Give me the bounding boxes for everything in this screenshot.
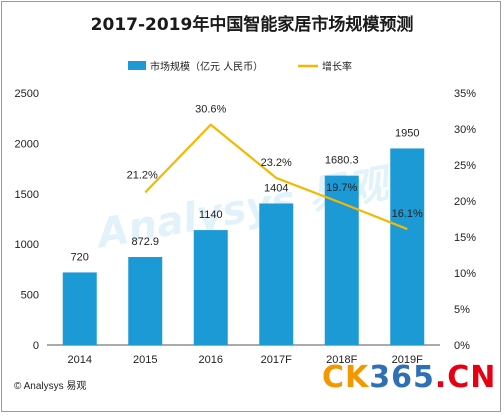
bar-value-label: 1140 <box>199 209 223 221</box>
watermark-part-1: CK <box>322 360 370 395</box>
right-axis-tick-label: 20% <box>454 196 476 208</box>
bar-value-label: 1404 <box>264 182 288 194</box>
right-axis-tick-label: 5% <box>454 304 470 316</box>
left-axis-tick-label: 500 <box>21 290 39 302</box>
left-axis-tick-label: 2000 <box>15 138 39 150</box>
watermark-part-3: .CN <box>434 360 497 395</box>
left-axis-tick-label: 0 <box>33 340 39 352</box>
right-axis-tick-label: 0% <box>454 340 470 352</box>
bar <box>193 230 228 345</box>
watermark-logo: CK365.CN <box>322 360 496 395</box>
right-axis-tick-label: 25% <box>454 160 476 172</box>
bar <box>128 257 163 345</box>
x-tick-label: 2016 <box>199 354 223 366</box>
legend-swatch-bar <box>128 61 146 70</box>
x-tick-label: 2014 <box>68 354 92 366</box>
source-credit: © Analysys 易观 <box>14 381 87 392</box>
bar <box>259 203 294 345</box>
watermark-part-2: 365 <box>369 360 435 395</box>
growth-point-label: 19.7% <box>326 182 357 194</box>
x-tick-label: 2017F <box>261 354 292 366</box>
bar <box>390 148 425 345</box>
right-axis-tick-label: 30% <box>454 124 476 136</box>
x-tick-label: 2018F <box>326 354 357 366</box>
x-tick-label: 2015 <box>133 354 157 366</box>
right-axis-tick-label: 10% <box>454 268 476 280</box>
growth-line <box>144 123 408 231</box>
growth-point-label: 23.2% <box>261 157 292 169</box>
bar-value-label: 872.9 <box>131 236 159 248</box>
bar <box>62 272 97 345</box>
bar <box>324 175 359 345</box>
bar-value-label: 720 <box>71 251 89 263</box>
left-axis-tick-label: 2500 <box>15 88 39 100</box>
legend-label-bar: 市场规模（亿元 人民币） <box>150 60 263 73</box>
growth-point-label: 30.6% <box>195 104 226 116</box>
x-tick-label: 2019F <box>392 354 423 366</box>
bar-value-label: 1950 <box>395 127 419 139</box>
right-axis-tick-label: 15% <box>454 232 476 244</box>
bar-value-label: 1680.3 <box>325 155 359 167</box>
left-axis-tick-label: 1500 <box>15 189 39 201</box>
legend-label-line: 增长率 <box>322 60 352 73</box>
growth-point-label: 16.1% <box>392 208 423 220</box>
right-axis-tick-label: 35% <box>454 88 476 100</box>
left-axis-tick-label: 1000 <box>15 239 39 251</box>
growth-point-label: 21.2% <box>127 169 158 181</box>
chart-title: 2017-2019年中国智能家居市场规模预测 <box>90 15 414 35</box>
